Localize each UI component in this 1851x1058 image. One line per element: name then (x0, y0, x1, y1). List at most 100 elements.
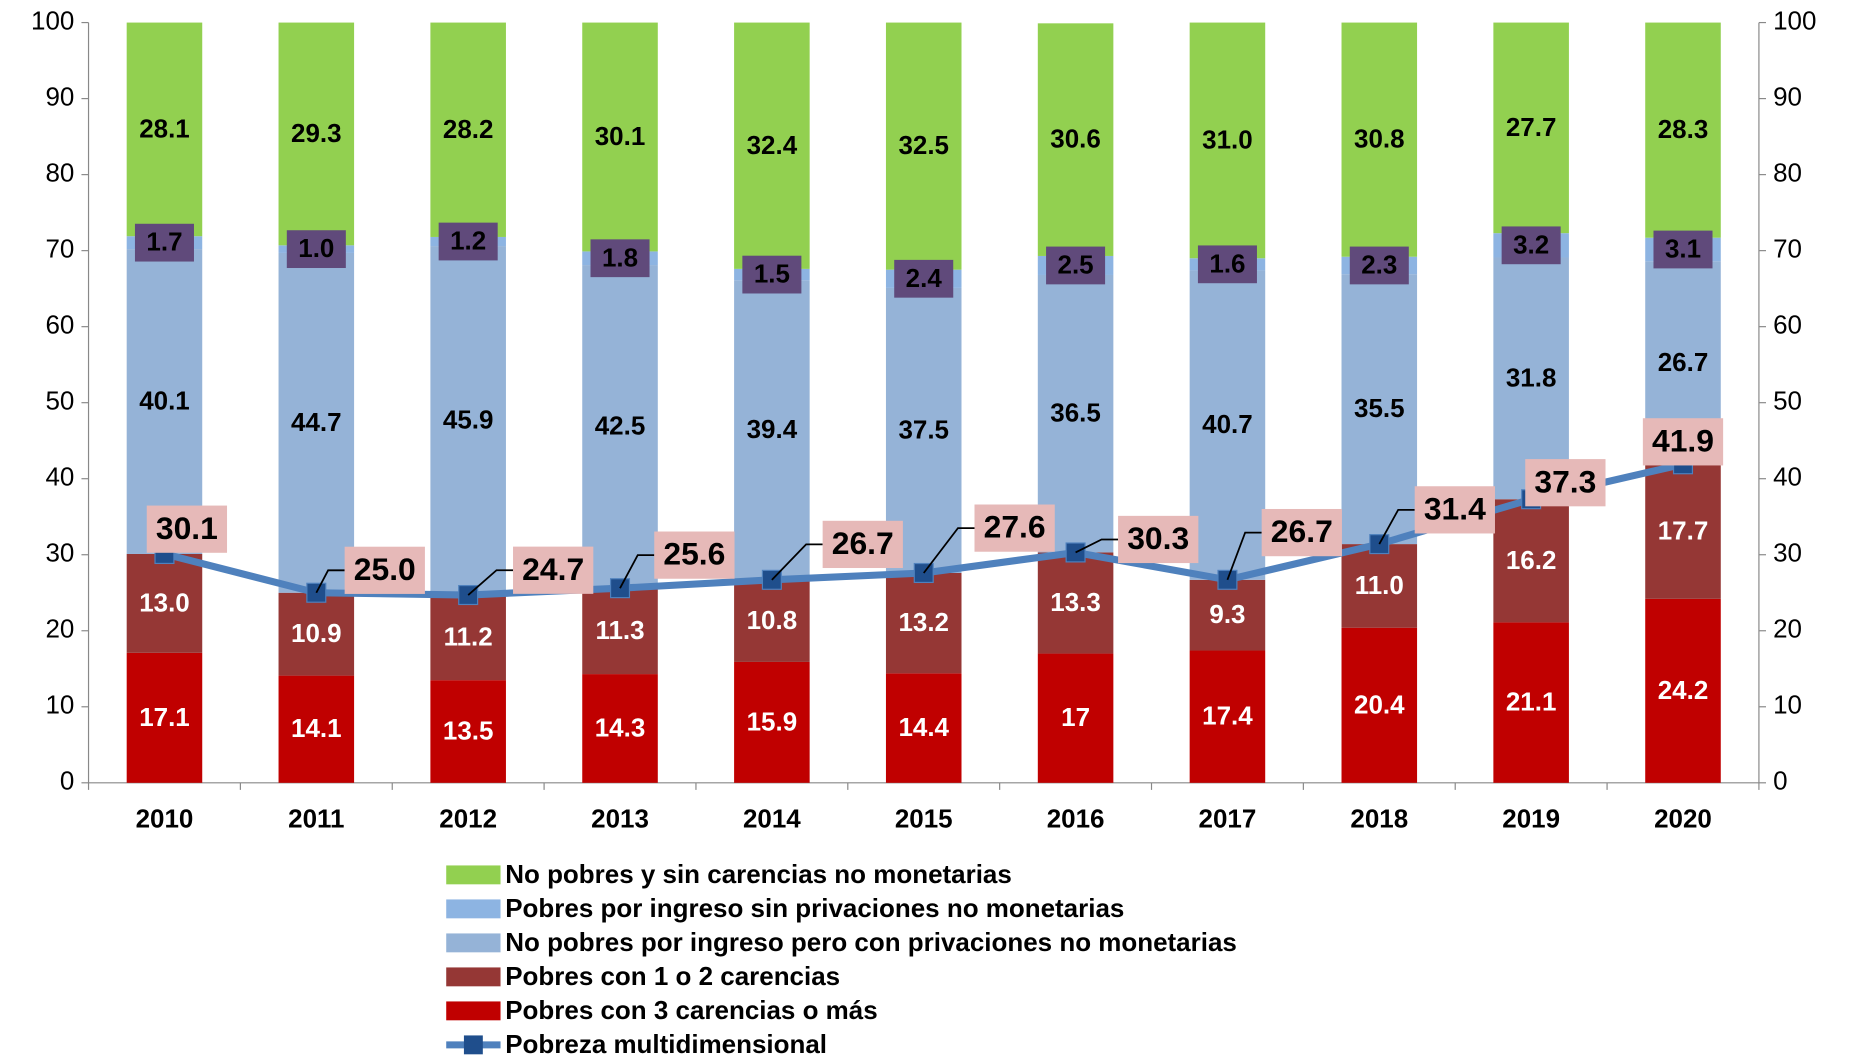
data-label: 27.7 (1506, 112, 1557, 142)
bar-segment (1341, 544, 1418, 628)
bar-segment (582, 22, 658, 252)
bar-segment (1645, 598, 1721, 783)
bar-segment (1037, 653, 1114, 783)
label-box (974, 504, 1055, 552)
data-label: 20.4 (1354, 689, 1405, 719)
data-label: 2.5 (1058, 250, 1094, 280)
bar-segment (126, 249, 203, 554)
line-label: 30.1 (156, 510, 218, 546)
data-label: 28.1 (139, 113, 190, 143)
data-label: 44.7 (291, 407, 342, 437)
y2-tick-label: 40 (1773, 462, 1802, 492)
bar-segment (582, 674, 658, 783)
data-label: 17.4 (1202, 701, 1253, 731)
label-box (1653, 230, 1713, 269)
data-label: 10.9 (291, 618, 342, 648)
y2-tick-label: 80 (1773, 157, 1802, 187)
data-label: 13.2 (898, 607, 949, 637)
data-label: 32.5 (898, 130, 949, 160)
leader-line (1378, 508, 1415, 545)
data-label: 31.0 (1202, 124, 1253, 154)
leader-line (315, 569, 345, 594)
data-label: 28.2 (443, 114, 494, 144)
y2-tick-label: 20 (1773, 614, 1802, 644)
x-tick-label: 2017 (1199, 803, 1257, 833)
legend-label: No pobres por ingreso pero con privacion… (505, 927, 1237, 957)
label-box (1046, 246, 1106, 285)
label-box (654, 531, 735, 579)
line-label: 31.4 (1424, 490, 1486, 526)
data-label: 3.2 (1513, 229, 1549, 259)
data-label: 21.1 (1506, 687, 1557, 717)
label-box (146, 505, 228, 553)
y-tick-label: 0 (60, 766, 74, 796)
label-box (1414, 486, 1495, 534)
bar-segment (1493, 22, 1569, 234)
data-label: 2.4 (906, 263, 943, 293)
y-tick-label: 20 (45, 614, 74, 644)
y2-tick-label: 60 (1773, 310, 1802, 340)
bar-segment (734, 22, 810, 269)
label-box (1525, 459, 1606, 507)
data-label: 13.0 (139, 587, 190, 617)
bar-segment (1341, 627, 1418, 783)
legend-label: Pobres por ingreso sin privaciones no mo… (505, 893, 1124, 923)
data-label: 30.1 (595, 121, 646, 151)
x-tick-label: 2010 (136, 803, 194, 833)
line-label: 25.0 (354, 551, 416, 587)
legend-label: No pobres y sin carencias no monetarias (505, 859, 1012, 889)
label-box (344, 546, 425, 594)
line-label: 26.7 (832, 525, 894, 561)
y-tick-label: 10 (45, 690, 74, 720)
data-label: 17.1 (139, 702, 190, 732)
bar-segment (126, 652, 203, 783)
data-label: 24.2 (1658, 675, 1709, 705)
label-box (894, 259, 954, 298)
legend-swatch (446, 967, 501, 987)
data-label: 16.2 (1506, 545, 1557, 575)
bar-segment (126, 553, 203, 653)
data-label: 1.0 (298, 233, 334, 263)
leader-line (467, 569, 514, 596)
data-label: 17 (1061, 702, 1090, 732)
data-label: 9.3 (1209, 599, 1245, 629)
y2-tick-label: 100 (1773, 5, 1816, 35)
label-box (1501, 226, 1561, 265)
bar-segment (1341, 274, 1418, 545)
legend-marker (463, 1035, 483, 1055)
leader-line (923, 527, 975, 574)
x-tick-label: 2018 (1350, 803, 1408, 833)
data-label: 1.6 (1209, 248, 1245, 278)
data-label: 32.4 (747, 130, 798, 160)
label-box (1118, 515, 1199, 564)
data-label: 40.7 (1202, 409, 1253, 439)
leader-line (1226, 531, 1262, 581)
y2-tick-label: 30 (1773, 538, 1802, 568)
data-label: 11.2 (444, 622, 493, 652)
bar-segment (1189, 22, 1266, 259)
legend-label: Pobres con 3 carencias o más (505, 995, 877, 1025)
line-label: 25.6 (663, 536, 725, 572)
bar-segment (1341, 22, 1418, 257)
label-box (1642, 418, 1724, 466)
leader-line (1075, 538, 1119, 554)
bar-segment (278, 675, 355, 783)
data-label: 26.7 (1658, 347, 1709, 377)
y2-tick-label: 50 (1773, 386, 1802, 416)
bar-segment (430, 680, 506, 783)
bar-segment (885, 673, 962, 783)
data-label: 1.5 (754, 259, 790, 289)
data-label: 14.3 (595, 712, 646, 742)
data-label: 15.9 (747, 706, 798, 736)
legend-label: Pobreza multidimensional (505, 1029, 827, 1058)
bar-segment (885, 22, 962, 270)
y-tick-label: 60 (45, 310, 74, 340)
bar-segment (1493, 499, 1569, 623)
data-label: 28.3 (1658, 114, 1709, 144)
bar-segment (278, 252, 355, 593)
bar-segment (734, 579, 810, 662)
leader-line (619, 554, 655, 589)
line-label: 26.7 (1271, 513, 1333, 549)
data-label: 37.5 (898, 414, 949, 444)
